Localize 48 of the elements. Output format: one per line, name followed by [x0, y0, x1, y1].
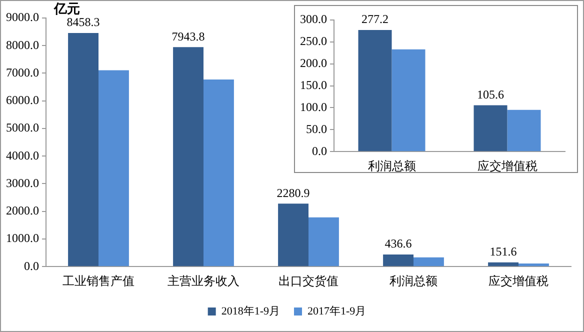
bar [358, 30, 392, 152]
y-tick-label: 3000.0 [6, 176, 39, 190]
bar [474, 105, 508, 152]
data-label: 105.6 [477, 87, 504, 102]
bar [204, 79, 234, 266]
bar [98, 70, 129, 266]
y-tick-label: 2000.0 [6, 204, 39, 218]
y-tick-label: 250.0 [300, 34, 327, 48]
bar [392, 49, 426, 152]
legend-label: 2018年1-9月 [221, 305, 280, 318]
y-tick-label: 50.0 [306, 122, 327, 136]
y-tick-label: 5000.0 [6, 120, 39, 135]
y-tick-label: 9000.0 [6, 10, 39, 24]
y-tick-label: 4000.0 [6, 148, 39, 162]
data-label: 7943.8 [172, 29, 205, 44]
bar [518, 264, 549, 266]
y-tick-label: 8000.0 [6, 38, 39, 52]
data-label: 2280.9 [276, 186, 310, 200]
x-tick-label: 出口交货值 [278, 274, 338, 288]
bar [278, 204, 308, 266]
legend-label: 2017年1-9月 [308, 305, 366, 318]
x-tick-label: 利润总额 [390, 274, 438, 288]
x-tick-label: 应交增值税 [477, 158, 538, 173]
x-tick-label: 应交增值税 [488, 274, 548, 288]
y-tick-label: 1000.0 [6, 231, 39, 246]
bar [68, 32, 98, 266]
bar [308, 217, 339, 266]
y-axis-title: 亿元 [53, 2, 80, 17]
bar [414, 257, 444, 266]
x-tick-label: 利润总额 [368, 158, 416, 173]
bar [173, 47, 204, 266]
y-tick-label: 200.0 [300, 56, 327, 70]
x-tick-label: 工业销售产值 [62, 274, 134, 288]
x-tick-label: 主营业务收入 [168, 274, 240, 288]
data-label: 277.2 [362, 12, 389, 26]
y-tick-label: 7000.0 [6, 65, 39, 80]
bar [507, 110, 541, 152]
bar [488, 262, 518, 266]
y-tick-label: 100.0 [300, 100, 327, 114]
y-tick-label: 0.0 [312, 144, 327, 158]
data-label: 151.6 [490, 244, 517, 259]
y-tick-label: 300.0 [300, 12, 327, 26]
data-label: 436.6 [384, 236, 412, 251]
y-tick-label: 150.0 [300, 78, 327, 92]
y-tick-label: 0.0 [24, 258, 39, 273]
data-label: 8458.3 [66, 15, 100, 30]
y-tick-label: 6000.0 [6, 93, 39, 108]
bar [383, 254, 414, 266]
